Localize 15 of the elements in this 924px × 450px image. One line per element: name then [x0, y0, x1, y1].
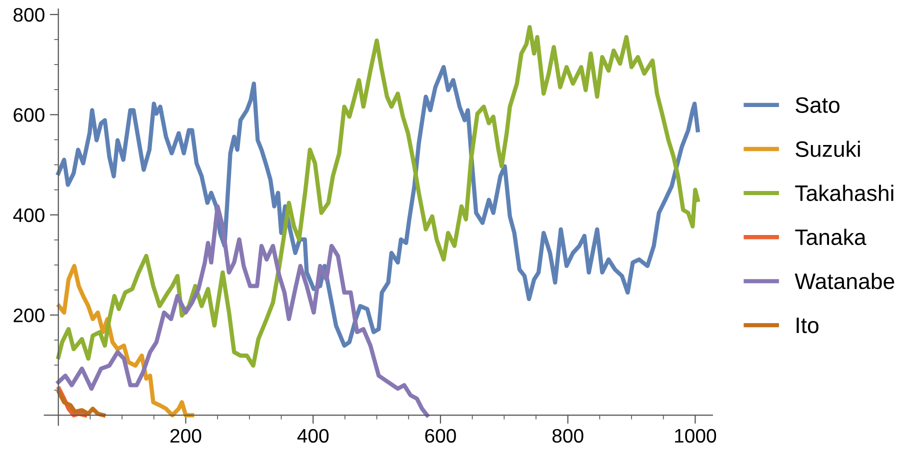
y-tick-label: 400: [13, 208, 44, 222]
legend-label: Ito: [796, 318, 818, 334]
x-tick-label: 600: [425, 428, 456, 443]
legend-label: Suzuki: [796, 140, 860, 158]
y-tick-label: 200: [14, 308, 44, 322]
x-tick-label: 800: [552, 428, 584, 443]
y-tick-label: 800: [14, 8, 44, 22]
x-tick-label: 400: [297, 428, 329, 443]
legend-label: Sato: [796, 97, 840, 113]
x-tick-label: 1000: [675, 428, 716, 443]
y-tick-label: 600: [14, 108, 44, 122]
x-tick-label: 200: [170, 428, 202, 443]
legend-label: Watanabe: [794, 272, 894, 290]
legend-label: Takahashi: [795, 184, 894, 202]
legend-label: Tanaka: [795, 228, 866, 246]
